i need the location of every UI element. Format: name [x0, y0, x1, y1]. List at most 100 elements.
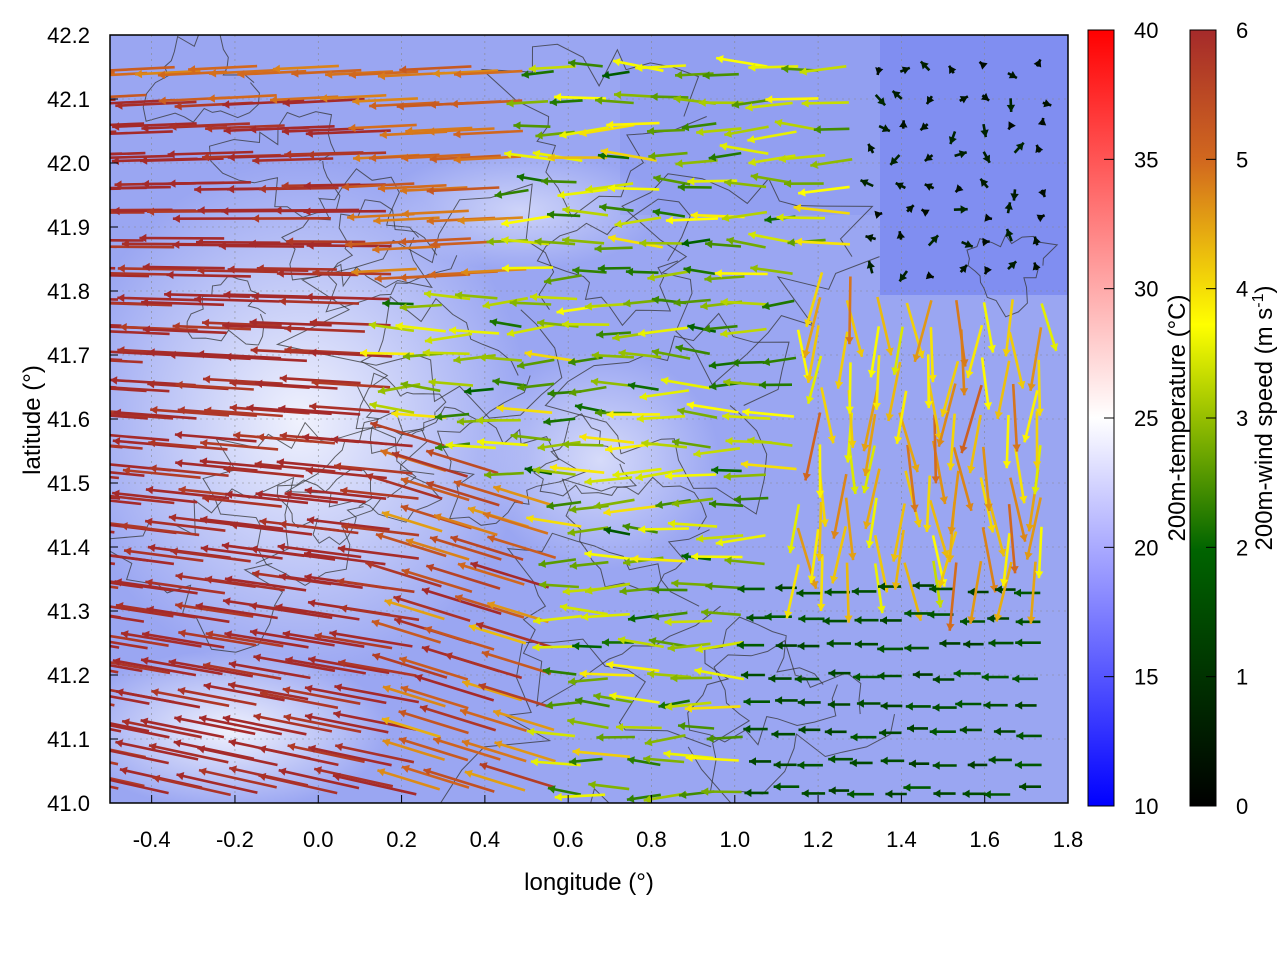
- wind-vector-head: [68, 515, 76, 523]
- wind-colorbar-label: 200m-wind speed (m s-1): [1250, 286, 1278, 551]
- colorbar-tick-label: 20: [1134, 535, 1158, 560]
- wind-vector-head: [88, 382, 95, 390]
- wind-vector-head: [88, 459, 95, 467]
- wind-vector: [95, 247, 174, 248]
- wind-vector: [36, 691, 114, 706]
- colorbar-tick-label: 15: [1134, 665, 1158, 690]
- x-axis-label: longitude (°): [524, 869, 654, 896]
- wind-vector: [92, 273, 172, 275]
- wind-vector: [638, 529, 689, 530]
- wind-vector-head: [36, 631, 44, 639]
- y-tick-label: 41.7: [47, 343, 90, 368]
- wind-vector-head: [63, 438, 70, 446]
- wind-vector-head: [94, 491, 101, 499]
- wind-vector-head: [92, 269, 99, 277]
- colorbar-tick-label: 4: [1236, 277, 1248, 302]
- wind-vector: [608, 188, 659, 189]
- wind-vector-head: [95, 520, 103, 528]
- wind-vector: [819, 502, 821, 561]
- wind-vector: [36, 634, 119, 648]
- y-tick-label: 41.9: [47, 215, 90, 240]
- wind-vector: [715, 273, 768, 274]
- y-tick-label: 42.1: [47, 87, 90, 112]
- x-tick-label: 0.8: [636, 827, 667, 852]
- wind-vector: [30, 267, 115, 268]
- x-tick-label: 0.4: [470, 827, 501, 852]
- y-tick-label: 41.1: [47, 727, 90, 752]
- wind-vector-head: [93, 299, 100, 307]
- wind-vector-head: [38, 319, 45, 327]
- wind-vector-head: [59, 123, 66, 131]
- wind-vector-head: [40, 574, 48, 582]
- wind-vector: [143, 267, 225, 268]
- x-tick-label: -0.2: [216, 827, 254, 852]
- wind-label-main: 200m-wind speed (m s: [1251, 308, 1278, 551]
- y-tick-label: 41.5: [47, 471, 90, 496]
- wind-vector: [33, 523, 115, 533]
- colorbar-tick-label: 1: [1236, 665, 1248, 690]
- x-tick-label: 1.4: [886, 827, 917, 852]
- colorbar-tick-label: 10: [1134, 794, 1158, 819]
- wind-vector-head: [78, 72, 85, 80]
- y-tick-label: 41.0: [47, 791, 90, 816]
- wind-vector: [777, 217, 826, 218]
- wind-vector: [38, 323, 122, 326]
- y-tick-label: 41.4: [47, 535, 90, 560]
- wind-vector-head: [40, 769, 48, 777]
- wind-vector: [40, 577, 118, 588]
- x-tick-label: 1.8: [1053, 827, 1084, 852]
- wind-vector-head: [33, 293, 40, 301]
- wind-vector: [303, 211, 386, 212]
- x-tick-label: 1.0: [719, 827, 750, 852]
- wind-vector: [219, 246, 304, 247]
- wind-vector: [850, 362, 851, 413]
- wind-vector-head: [33, 519, 40, 527]
- colorbar-tick-label: 30: [1134, 277, 1158, 302]
- wind-vector: [665, 621, 713, 622]
- wind-vector-head: [86, 184, 93, 192]
- wind-vector-head: [63, 321, 70, 329]
- wind-vector-head: [37, 712, 45, 720]
- wind-vector: [847, 563, 849, 623]
- y-tick-label: 41.8: [47, 279, 90, 304]
- colorbar-tick-label: 2: [1236, 535, 1248, 560]
- wind-vector: [32, 246, 117, 247]
- y-axis-label: latitude (°): [19, 365, 46, 475]
- y-axis: 41.041.141.241.341.441.541.641.741.841.9…: [47, 23, 118, 816]
- x-tick-label: 1.2: [803, 827, 834, 852]
- wind-vector: [167, 275, 251, 277]
- wind-vector: [40, 771, 118, 788]
- colorbar-tick-label: 40: [1134, 18, 1158, 43]
- wind-vector-head: [68, 632, 76, 640]
- wind-label-sup: -1: [1250, 293, 1267, 307]
- wind-vector-head: [38, 352, 45, 360]
- x-tick-label: -0.4: [133, 827, 171, 852]
- wind-vector-head: [31, 550, 39, 558]
- wind-vector-head: [93, 601, 101, 609]
- x-tick-label: 1.6: [969, 827, 1000, 852]
- y-tick-label: 42.2: [47, 23, 90, 48]
- wind-vector-head: [62, 654, 70, 662]
- wind-vector: [1039, 360, 1040, 416]
- wind-vector: [86, 187, 170, 188]
- wind-vector-head: [35, 186, 42, 194]
- wind-vector: [502, 268, 553, 269]
- wind-vector: [1007, 415, 1009, 468]
- wind-vector-head: [93, 100, 100, 108]
- wind-vector-head: [45, 72, 52, 80]
- wind-vector-head: [36, 99, 43, 107]
- wind-vector-head: [91, 550, 99, 558]
- wind-vector: [35, 132, 116, 135]
- wind-vector-head: [96, 685, 104, 693]
- wind-vector-head: [65, 185, 72, 193]
- wind-vector: [821, 556, 822, 612]
- wind-vector: [849, 277, 850, 345]
- wind-vector-head: [88, 327, 95, 335]
- wind-vector-head: [87, 718, 95, 726]
- wind-vector-head: [66, 271, 73, 279]
- wind-vector-head: [95, 242, 102, 250]
- wind-vector-head: [93, 206, 100, 214]
- wind-vector-head: [67, 712, 75, 720]
